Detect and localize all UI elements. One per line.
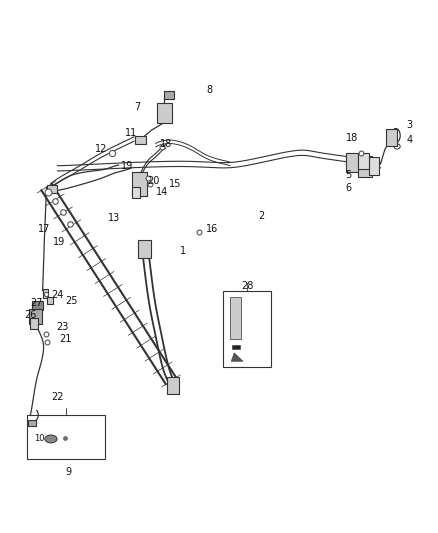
Text: 13: 13: [108, 214, 120, 223]
Bar: [28, 420, 36, 426]
Text: 2: 2: [258, 211, 265, 221]
Text: 23: 23: [57, 322, 69, 332]
Text: 14: 14: [155, 187, 168, 197]
Ellipse shape: [45, 435, 57, 443]
Bar: [358, 156, 372, 176]
Bar: [138, 240, 151, 258]
Text: 9: 9: [65, 467, 71, 477]
Bar: [27, 415, 106, 458]
Bar: [132, 172, 148, 197]
Text: 8: 8: [206, 85, 212, 95]
Text: 18: 18: [160, 139, 172, 149]
Text: 21: 21: [60, 334, 72, 344]
Text: 27: 27: [30, 298, 43, 308]
Text: 20: 20: [147, 176, 159, 187]
Text: 16: 16: [206, 224, 218, 235]
Bar: [230, 297, 241, 338]
Text: 24: 24: [51, 290, 63, 300]
Bar: [164, 91, 173, 99]
Text: 26: 26: [25, 310, 37, 319]
Bar: [47, 185, 57, 193]
Text: 6: 6: [346, 183, 352, 193]
Ellipse shape: [392, 128, 400, 142]
Bar: [32, 302, 43, 310]
Bar: [167, 377, 179, 393]
Text: 15: 15: [169, 179, 181, 189]
Bar: [43, 289, 48, 298]
Text: 3: 3: [407, 119, 413, 130]
Text: 11: 11: [125, 128, 138, 139]
Bar: [223, 290, 272, 367]
Text: 5: 5: [346, 170, 352, 180]
Text: 28: 28: [241, 281, 254, 291]
Text: 22: 22: [51, 392, 64, 402]
Text: 4: 4: [407, 135, 413, 145]
Text: 18: 18: [346, 133, 358, 143]
Text: 7: 7: [134, 102, 140, 112]
Ellipse shape: [394, 144, 400, 149]
Text: 25: 25: [65, 296, 78, 306]
Bar: [135, 135, 146, 144]
Text: 1: 1: [180, 246, 186, 256]
Bar: [386, 130, 397, 146]
Bar: [29, 309, 42, 324]
Bar: [132, 187, 141, 198]
Text: 19: 19: [121, 161, 133, 171]
Bar: [357, 152, 368, 169]
Text: 12: 12: [95, 143, 107, 154]
Bar: [29, 318, 38, 329]
Bar: [47, 297, 53, 304]
Text: 17: 17: [38, 224, 50, 235]
Bar: [157, 103, 172, 123]
Polygon shape: [231, 353, 243, 361]
Bar: [232, 345, 240, 350]
Bar: [346, 154, 358, 172]
Bar: [368, 157, 379, 175]
Text: 19: 19: [53, 238, 65, 247]
Text: 10: 10: [34, 433, 44, 442]
